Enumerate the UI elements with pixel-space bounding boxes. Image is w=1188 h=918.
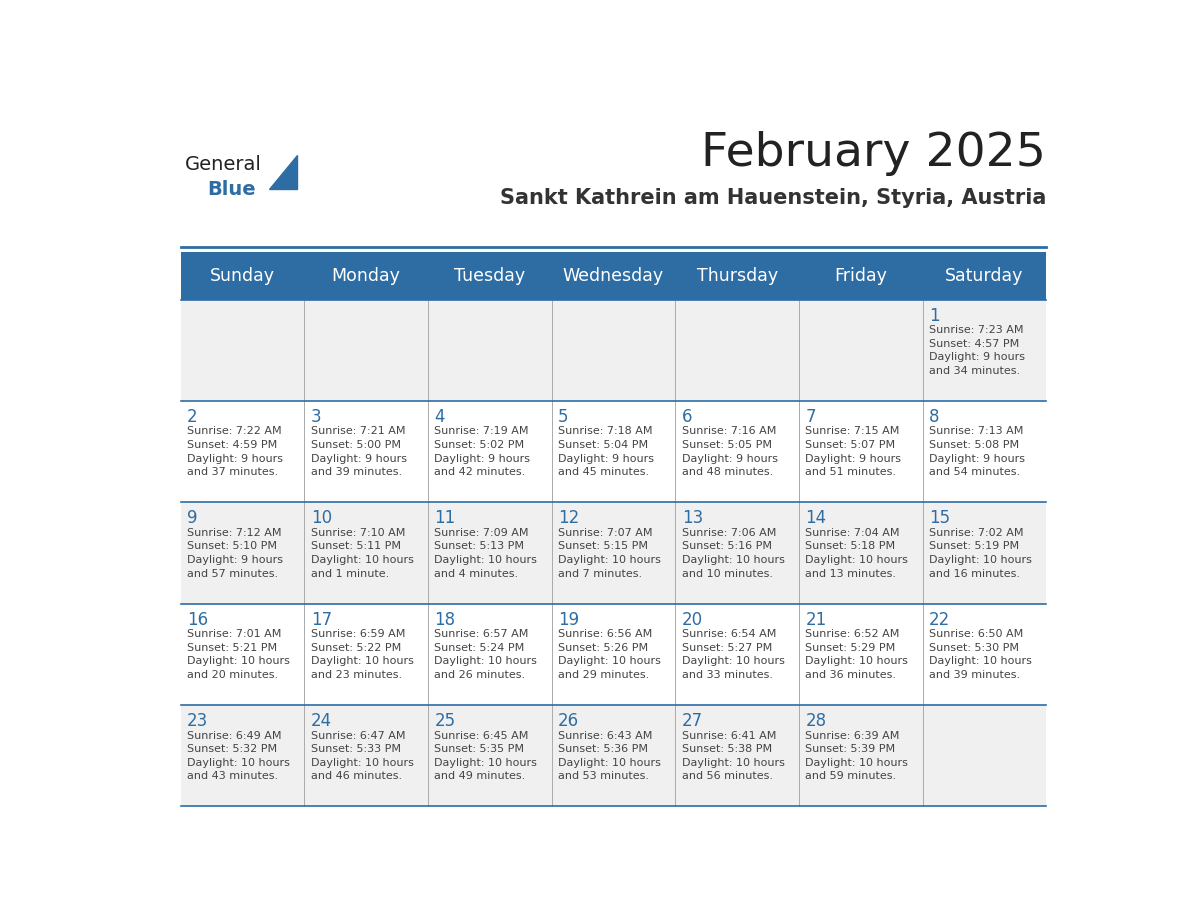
Text: Sunrise: 7:04 AM
Sunset: 5:18 PM
Daylight: 10 hours
and 13 minutes.: Sunrise: 7:04 AM Sunset: 5:18 PM Dayligh… [805, 528, 909, 578]
Bar [181, 502, 1047, 604]
Bar [181, 604, 1047, 705]
Text: 12: 12 [558, 509, 580, 528]
Text: Sunrise: 6:49 AM
Sunset: 5:32 PM
Daylight: 10 hours
and 43 minutes.: Sunrise: 6:49 AM Sunset: 5:32 PM Dayligh… [188, 731, 290, 781]
Text: Saturday: Saturday [946, 266, 1024, 285]
Text: Monday: Monday [331, 266, 400, 285]
Text: 8: 8 [929, 408, 940, 426]
Text: 11: 11 [435, 509, 456, 528]
Text: Thursday: Thursday [696, 266, 778, 285]
Text: 22: 22 [929, 610, 950, 629]
Bar [181, 401, 1047, 502]
Text: 25: 25 [435, 712, 455, 730]
Text: 4: 4 [435, 408, 446, 426]
Text: Sunrise: 6:50 AM
Sunset: 5:30 PM
Daylight: 10 hours
and 39 minutes.: Sunrise: 6:50 AM Sunset: 5:30 PM Dayligh… [929, 629, 1032, 680]
Text: 14: 14 [805, 509, 827, 528]
Text: Sunrise: 7:18 AM
Sunset: 5:04 PM
Daylight: 9 hours
and 45 minutes.: Sunrise: 7:18 AM Sunset: 5:04 PM Dayligh… [558, 426, 655, 477]
Text: Sunrise: 6:43 AM
Sunset: 5:36 PM
Daylight: 10 hours
and 53 minutes.: Sunrise: 6:43 AM Sunset: 5:36 PM Dayligh… [558, 731, 661, 781]
Bar [181, 299, 1047, 401]
Text: Sunrise: 6:39 AM
Sunset: 5:39 PM
Daylight: 10 hours
and 59 minutes.: Sunrise: 6:39 AM Sunset: 5:39 PM Dayligh… [805, 731, 909, 781]
Text: 19: 19 [558, 610, 580, 629]
Text: Sunrise: 7:06 AM
Sunset: 5:16 PM
Daylight: 10 hours
and 10 minutes.: Sunrise: 7:06 AM Sunset: 5:16 PM Dayligh… [682, 528, 784, 578]
Text: February 2025: February 2025 [701, 131, 1047, 176]
Polygon shape [270, 155, 297, 189]
Text: Sunrise: 6:45 AM
Sunset: 5:35 PM
Daylight: 10 hours
and 49 minutes.: Sunrise: 6:45 AM Sunset: 5:35 PM Dayligh… [435, 731, 537, 781]
Text: Sunrise: 7:07 AM
Sunset: 5:15 PM
Daylight: 10 hours
and 7 minutes.: Sunrise: 7:07 AM Sunset: 5:15 PM Dayligh… [558, 528, 661, 578]
Text: 23: 23 [188, 712, 208, 730]
Text: Sunrise: 7:19 AM
Sunset: 5:02 PM
Daylight: 9 hours
and 42 minutes.: Sunrise: 7:19 AM Sunset: 5:02 PM Dayligh… [435, 426, 531, 477]
Text: 27: 27 [682, 712, 703, 730]
Text: 7: 7 [805, 408, 816, 426]
Text: Tuesday: Tuesday [454, 266, 525, 285]
Text: 6: 6 [682, 408, 693, 426]
Text: Sunrise: 7:21 AM
Sunset: 5:00 PM
Daylight: 9 hours
and 39 minutes.: Sunrise: 7:21 AM Sunset: 5:00 PM Dayligh… [311, 426, 406, 477]
Text: 15: 15 [929, 509, 950, 528]
Text: Sunrise: 6:56 AM
Sunset: 5:26 PM
Daylight: 10 hours
and 29 minutes.: Sunrise: 6:56 AM Sunset: 5:26 PM Dayligh… [558, 629, 661, 680]
Text: 3: 3 [311, 408, 322, 426]
Text: 18: 18 [435, 610, 455, 629]
Text: 1: 1 [929, 307, 940, 325]
Bar [181, 252, 1047, 299]
Text: 5: 5 [558, 408, 569, 426]
Text: 10: 10 [311, 509, 331, 528]
Text: 26: 26 [558, 712, 580, 730]
Text: Sunrise: 6:54 AM
Sunset: 5:27 PM
Daylight: 10 hours
and 33 minutes.: Sunrise: 6:54 AM Sunset: 5:27 PM Dayligh… [682, 629, 784, 680]
Text: 16: 16 [188, 610, 208, 629]
Text: Sunrise: 7:10 AM
Sunset: 5:11 PM
Daylight: 10 hours
and 1 minute.: Sunrise: 7:10 AM Sunset: 5:11 PM Dayligh… [311, 528, 413, 578]
Text: 28: 28 [805, 712, 827, 730]
Bar [181, 705, 1047, 806]
Text: Sunday: Sunday [210, 266, 276, 285]
Text: 17: 17 [311, 610, 331, 629]
Text: Sunrise: 7:16 AM
Sunset: 5:05 PM
Daylight: 9 hours
and 48 minutes.: Sunrise: 7:16 AM Sunset: 5:05 PM Dayligh… [682, 426, 778, 477]
Text: Sunrise: 7:12 AM
Sunset: 5:10 PM
Daylight: 9 hours
and 57 minutes.: Sunrise: 7:12 AM Sunset: 5:10 PM Dayligh… [188, 528, 283, 578]
Text: 9: 9 [188, 509, 197, 528]
Text: Sunrise: 7:02 AM
Sunset: 5:19 PM
Daylight: 10 hours
and 16 minutes.: Sunrise: 7:02 AM Sunset: 5:19 PM Dayligh… [929, 528, 1032, 578]
Text: Sunrise: 6:57 AM
Sunset: 5:24 PM
Daylight: 10 hours
and 26 minutes.: Sunrise: 6:57 AM Sunset: 5:24 PM Dayligh… [435, 629, 537, 680]
Text: General: General [185, 155, 263, 174]
Text: Sunrise: 7:22 AM
Sunset: 4:59 PM
Daylight: 9 hours
and 37 minutes.: Sunrise: 7:22 AM Sunset: 4:59 PM Dayligh… [188, 426, 283, 477]
Text: 21: 21 [805, 610, 827, 629]
Text: Sankt Kathrein am Hauenstein, Styria, Austria: Sankt Kathrein am Hauenstein, Styria, Au… [500, 188, 1047, 207]
Text: Sunrise: 6:59 AM
Sunset: 5:22 PM
Daylight: 10 hours
and 23 minutes.: Sunrise: 6:59 AM Sunset: 5:22 PM Dayligh… [311, 629, 413, 680]
Text: Sunrise: 7:23 AM
Sunset: 4:57 PM
Daylight: 9 hours
and 34 minutes.: Sunrise: 7:23 AM Sunset: 4:57 PM Dayligh… [929, 325, 1025, 375]
Text: Friday: Friday [834, 266, 887, 285]
Text: 24: 24 [311, 712, 331, 730]
Text: Wednesday: Wednesday [563, 266, 664, 285]
Text: 20: 20 [682, 610, 703, 629]
Text: Sunrise: 6:47 AM
Sunset: 5:33 PM
Daylight: 10 hours
and 46 minutes.: Sunrise: 6:47 AM Sunset: 5:33 PM Dayligh… [311, 731, 413, 781]
Text: Sunrise: 7:15 AM
Sunset: 5:07 PM
Daylight: 9 hours
and 51 minutes.: Sunrise: 7:15 AM Sunset: 5:07 PM Dayligh… [805, 426, 902, 477]
Text: 13: 13 [682, 509, 703, 528]
Text: Sunrise: 7:01 AM
Sunset: 5:21 PM
Daylight: 10 hours
and 20 minutes.: Sunrise: 7:01 AM Sunset: 5:21 PM Dayligh… [188, 629, 290, 680]
Text: Sunrise: 7:09 AM
Sunset: 5:13 PM
Daylight: 10 hours
and 4 minutes.: Sunrise: 7:09 AM Sunset: 5:13 PM Dayligh… [435, 528, 537, 578]
Text: Sunrise: 6:52 AM
Sunset: 5:29 PM
Daylight: 10 hours
and 36 minutes.: Sunrise: 6:52 AM Sunset: 5:29 PM Dayligh… [805, 629, 909, 680]
Text: Sunrise: 7:13 AM
Sunset: 5:08 PM
Daylight: 9 hours
and 54 minutes.: Sunrise: 7:13 AM Sunset: 5:08 PM Dayligh… [929, 426, 1025, 477]
Text: Blue: Blue [208, 180, 257, 199]
Text: Sunrise: 6:41 AM
Sunset: 5:38 PM
Daylight: 10 hours
and 56 minutes.: Sunrise: 6:41 AM Sunset: 5:38 PM Dayligh… [682, 731, 784, 781]
Text: 2: 2 [188, 408, 197, 426]
